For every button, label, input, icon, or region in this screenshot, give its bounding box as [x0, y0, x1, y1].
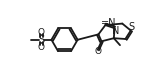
- Text: O: O: [94, 47, 101, 56]
- Text: O: O: [38, 43, 45, 52]
- Text: S: S: [38, 35, 45, 45]
- Text: O: O: [38, 28, 45, 37]
- Text: N: N: [112, 26, 119, 36]
- Text: S: S: [128, 22, 135, 32]
- Text: =N: =N: [101, 18, 116, 28]
